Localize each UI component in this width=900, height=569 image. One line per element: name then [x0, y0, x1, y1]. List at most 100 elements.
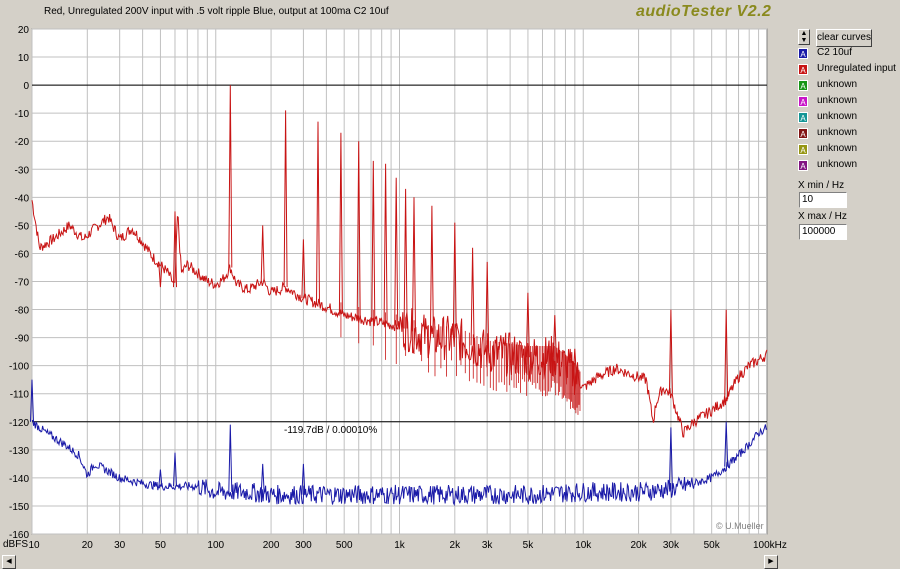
legend-label: unknown: [817, 111, 858, 122]
curve-toggle-icon[interactable]: A: [798, 48, 808, 59]
scroll-right-arrow[interactable]: ▶: [764, 555, 778, 569]
trace-peak: [724, 421, 729, 467]
xmin-input[interactable]: 10: [799, 192, 847, 208]
y-tick-label: -80: [15, 306, 30, 317]
x-tick-label: 200: [263, 540, 280, 551]
x-tick-label: 500: [336, 540, 353, 551]
xmin-label: X min / Hz: [798, 180, 845, 191]
x-tick-label: 30k: [663, 540, 680, 551]
x-tick-label: 3k: [482, 540, 494, 551]
horizontal-scrollbar[interactable]: [0, 554, 780, 568]
legend-label: unknown: [817, 127, 858, 138]
y-tick-label: 10: [18, 53, 30, 64]
y-tick-label: -50: [15, 221, 30, 232]
curve-toggle-icon[interactable]: A: [798, 96, 808, 107]
legend-item[interactable]: A Unregulated input: [798, 63, 898, 77]
x-tick-label: 10k: [575, 540, 592, 551]
trace-peak: [283, 110, 288, 288]
trace-peak: [668, 427, 673, 490]
trace-peak: [452, 222, 457, 338]
y-tick-label: -130: [9, 446, 29, 457]
trace-c2-10uf: [31, 419, 768, 507]
trace-peak: [301, 463, 306, 495]
curve-toggle-icon[interactable]: A: [798, 160, 808, 171]
x-tick-labels: 10 20 30 50 100 200 300 500 1k 2k 3k 5k 10k 20k 30k 50k…: [28, 540, 786, 551]
y-tick-label: -110: [10, 390, 30, 401]
x-tick-label: 2k: [450, 540, 462, 551]
copyright-label: © U.Mueller: [716, 521, 764, 531]
curve-toggle-icon[interactable]: A: [798, 112, 808, 123]
trace-peak: [470, 247, 475, 346]
x-tick-label: 10: [28, 540, 40, 551]
x-tick-label: 100kHz: [753, 540, 787, 551]
x-tick-label: 50k: [704, 540, 721, 551]
legend-scroll-button[interactable]: ▲ ▼: [798, 29, 810, 45]
y-tick-label: 0: [23, 81, 29, 92]
trace-peak: [412, 197, 416, 332]
legend-label: unknown: [817, 143, 858, 154]
curve-toggle-icon[interactable]: A: [798, 80, 808, 91]
curve-toggle-icon[interactable]: A: [798, 128, 808, 139]
y-tick-label: -10: [15, 109, 30, 120]
x-tick-label: 300: [295, 540, 312, 551]
trace-peak: [158, 469, 163, 487]
trace-peak: [260, 463, 265, 494]
trace-peak: [338, 132, 343, 314]
trace-peak: [301, 239, 306, 299]
y-unit-label: dBFS: [3, 539, 28, 550]
reference-lines: [32, 84, 767, 423]
xmax-label: X max / Hz: [798, 211, 847, 222]
x-tick-label: 20: [82, 540, 94, 551]
trace-peak: [228, 424, 233, 492]
y-tick-label: -100: [9, 362, 29, 373]
y-tick-label: -30: [15, 165, 30, 176]
x-tick-label: 20k: [631, 540, 648, 551]
chart-caption: Red, Unregulated 200V input with .5 volt…: [44, 6, 389, 17]
x-tick-label: 30: [114, 540, 126, 551]
y-tick-label: -150: [9, 502, 29, 513]
trace-peak: [30, 379, 34, 422]
trace-peak: [173, 211, 177, 288]
y-tick-label: -90: [15, 334, 30, 345]
y-tick-label: -140: [9, 474, 29, 485]
y-tick-label: -40: [15, 193, 30, 204]
trace-peak: [260, 225, 265, 282]
traces: [30, 85, 768, 507]
trace-peak: [158, 264, 163, 288]
trace-unregulated-input: [31, 200, 768, 438]
y-tick-label: -120: [9, 418, 29, 429]
x-tick-label: 50: [155, 540, 167, 551]
trace-peak: [552, 315, 557, 358]
x-tick-label: 100: [207, 540, 224, 551]
legend-item[interactable]: A C2 10uf: [798, 47, 898, 61]
trace-peak: [668, 309, 673, 394]
trace-peak: [525, 292, 530, 358]
xmax-input[interactable]: 100000: [799, 224, 847, 240]
y-tick-labels: 20 10 0 -10 -20 -30 -40 -50 -60 -70 -80 -90 -100 -110…: [9, 25, 29, 541]
y-tick-label: 20: [18, 25, 30, 36]
curve-toggle-icon[interactable]: A: [798, 64, 808, 75]
app-title: audioTester V2.2: [636, 3, 772, 20]
legend-label: unknown: [817, 159, 858, 170]
trace-peak: [429, 205, 434, 338]
trace-peak: [228, 85, 233, 268]
grid: [31, 28, 767, 535]
x-tick-label: 1k: [394, 540, 406, 551]
trace-peak: [383, 163, 388, 324]
curve-toggle-icon[interactable]: A: [798, 144, 808, 155]
scroll-left-arrow[interactable]: ◀: [2, 555, 16, 569]
trace-peak: [394, 177, 399, 326]
trace-peak: [356, 141, 361, 319]
legend-label: unknown: [817, 79, 858, 90]
y-tick-label: -60: [15, 249, 30, 260]
legend-label: C2 10uf: [817, 47, 853, 58]
trace-peak: [371, 160, 376, 322]
y-tick-label: -160: [9, 530, 29, 541]
clear-curves-button[interactable]: clear curves: [816, 29, 872, 47]
